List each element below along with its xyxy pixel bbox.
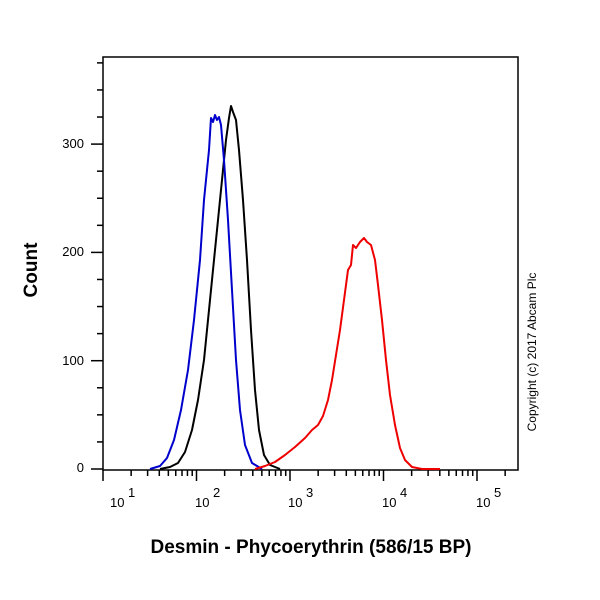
y-tick-label-200: 200 bbox=[62, 244, 84, 259]
y-axis bbox=[91, 62, 103, 470]
x-tick-label-4: 10 4 bbox=[382, 485, 407, 510]
x-axis-title: Desmin - Phycoerythrin (586/15 BP) bbox=[151, 537, 472, 558]
x-tick-label-5: 10 5 bbox=[476, 485, 501, 510]
svg-text:10: 10 bbox=[476, 495, 490, 510]
svg-text:10: 10 bbox=[195, 495, 209, 510]
svg-text:10: 10 bbox=[288, 495, 302, 510]
y-tick-label-0: 0 bbox=[77, 460, 84, 475]
x-tick-label-2: 10 2 bbox=[195, 485, 220, 510]
svg-text:1: 1 bbox=[128, 485, 135, 500]
svg-text:2: 2 bbox=[213, 485, 220, 500]
copyright-notice: Copyright (c) 2017 Abcam Plc bbox=[525, 273, 539, 432]
svg-text:10: 10 bbox=[382, 495, 396, 510]
plot-area bbox=[102, 56, 519, 471]
series-layer bbox=[149, 105, 440, 470]
y-tick-label-300: 300 bbox=[62, 136, 84, 151]
y-axis-title: Count bbox=[21, 242, 42, 298]
x-axis bbox=[102, 470, 506, 481]
svg-text:4: 4 bbox=[400, 485, 407, 500]
x-tick-label-1: 10 1 bbox=[110, 485, 135, 510]
svg-text:10: 10 bbox=[110, 495, 124, 510]
series-isotype-control bbox=[149, 114, 263, 470]
x-tick-label-3: 10 3 bbox=[288, 485, 313, 510]
svg-text:5: 5 bbox=[494, 485, 501, 500]
svg-text:3: 3 bbox=[306, 485, 313, 500]
y-tick-label-100: 100 bbox=[62, 353, 84, 368]
series-desmin-pe bbox=[254, 237, 440, 470]
series-unlabelled-control bbox=[159, 105, 281, 470]
